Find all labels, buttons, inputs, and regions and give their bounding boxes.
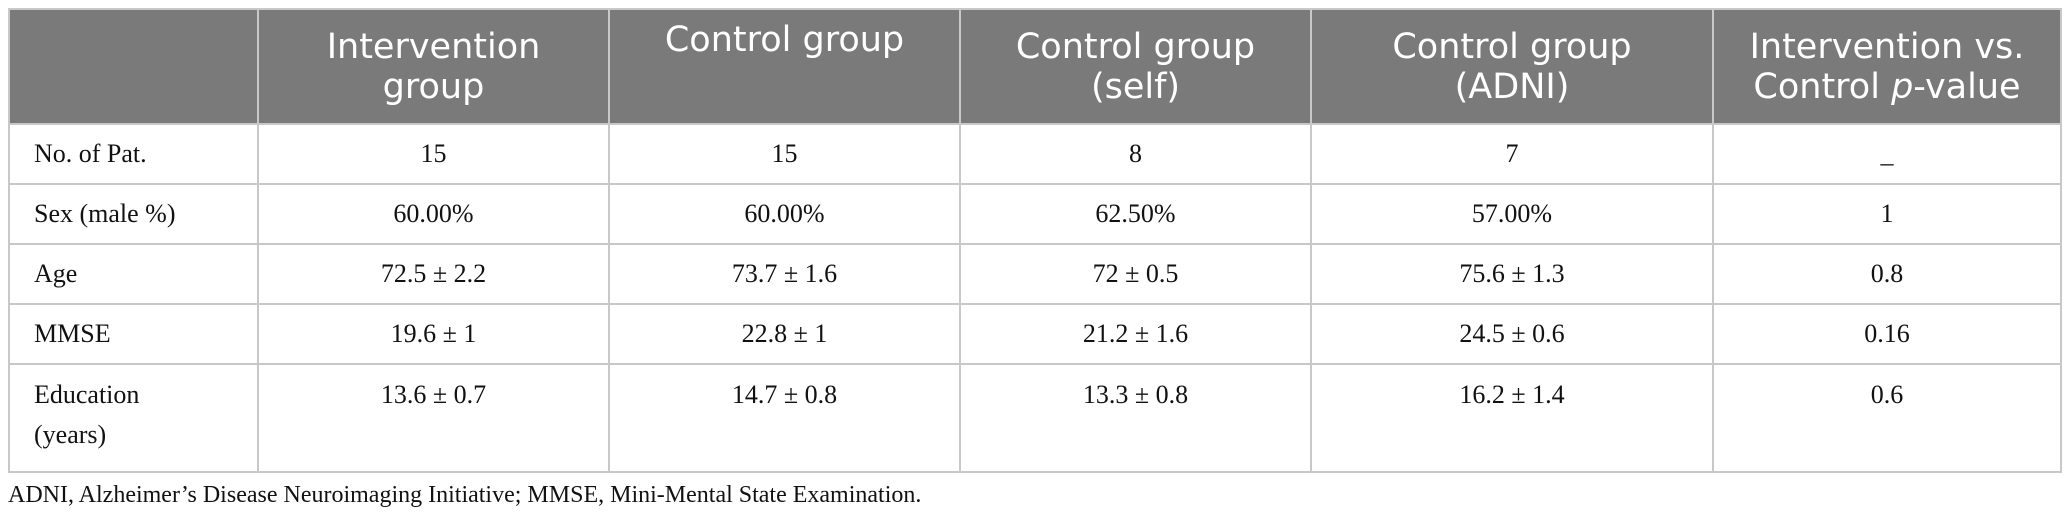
table-cell: 0.16 [1712, 303, 2062, 365]
table-cell: 15 [608, 123, 961, 185]
header-control-group-adni: Control group (ADNI) [1310, 8, 1714, 125]
table-row: MMSE 19.6 ± 1 22.8 ± 1 21.2 ± 1.6 24.5 ±… [8, 303, 2062, 365]
header-line: -value [1913, 66, 2021, 107]
table-cell: 13.3 ± 0.8 [959, 363, 1312, 473]
table-footnote: ADNI, Alzheimer’s Disease Neuroimaging I… [8, 482, 922, 508]
header-intervention-group: Intervention group [257, 8, 610, 125]
table-cell: 21.2 ± 1.6 [959, 303, 1312, 365]
header-blank [8, 8, 259, 125]
header-line: (self) [1090, 66, 1181, 107]
patient-characteristics-table: Intervention group Control group Control… [8, 8, 2062, 473]
table-cell: 60.00% [608, 183, 961, 245]
header-line: Intervention vs. [1749, 26, 2025, 67]
table-cell: 19.6 ± 1 [257, 303, 610, 365]
table-cell: 15 [257, 123, 610, 185]
table-cell: 14.7 ± 0.8 [608, 363, 961, 473]
table-cell: 72 ± 0.5 [959, 243, 1312, 305]
table-cell: 73.7 ± 1.6 [608, 243, 961, 305]
table-cell: 13.6 ± 0.7 [257, 363, 610, 473]
table-cell: _ [1712, 123, 2062, 185]
table-cell: 16.2 ± 1.4 [1310, 363, 1714, 473]
table-cell: 57.00% [1310, 183, 1714, 245]
header-line: Control group [1392, 26, 1632, 67]
row-label: No. of Pat. [8, 123, 259, 185]
table-cell: 7 [1310, 123, 1714, 185]
header-line: Control [1753, 66, 1892, 107]
table-cell: 22.8 ± 1 [608, 303, 961, 365]
header-control-group: Control group [608, 8, 961, 125]
table-cell: 75.6 ± 1.3 [1310, 243, 1714, 305]
data-table-container: Intervention group Control group Control… [8, 8, 2062, 473]
header-p-value: Intervention vs. Control p-value [1712, 8, 2062, 125]
header-control-group-self: Control group (self) [959, 8, 1312, 125]
table-cell: 0.6 [1712, 363, 2062, 473]
row-label: Age [8, 243, 259, 305]
header-p-italic: p [1891, 66, 1914, 107]
table-cell: 60.00% [257, 183, 610, 245]
table-row: Education (years) 13.6 ± 0.7 14.7 ± 0.8 … [8, 363, 2062, 473]
table-row: Age 72.5 ± 2.2 73.7 ± 1.6 72 ± 0.5 75.6 … [8, 243, 2062, 305]
table-cell: 72.5 ± 2.2 [257, 243, 610, 305]
row-label-line: Education [34, 380, 140, 409]
table-cell: 8 [959, 123, 1312, 185]
row-label-line: (years) [34, 420, 107, 449]
header-line: Intervention [326, 26, 541, 67]
table-row: No. of Pat. 15 15 8 7 _ [8, 123, 2062, 185]
table-cell: 62.50% [959, 183, 1312, 245]
row-label: Education (years) [8, 363, 259, 473]
header-line: group [382, 66, 485, 107]
table-cell: 1 [1712, 183, 2062, 245]
header-line: Control group [664, 20, 905, 60]
row-label: Sex (male %) [8, 183, 259, 245]
table-row: Sex (male %) 60.00% 60.00% 62.50% 57.00%… [8, 183, 2062, 245]
header-line: Control group [1015, 26, 1256, 67]
row-label: MMSE [8, 303, 259, 365]
header-line: (ADNI) [1454, 66, 1570, 107]
table-cell: 24.5 ± 0.6 [1310, 303, 1714, 365]
table-cell: 0.8 [1712, 243, 2062, 305]
header-row: Intervention group Control group Control… [8, 8, 2062, 125]
